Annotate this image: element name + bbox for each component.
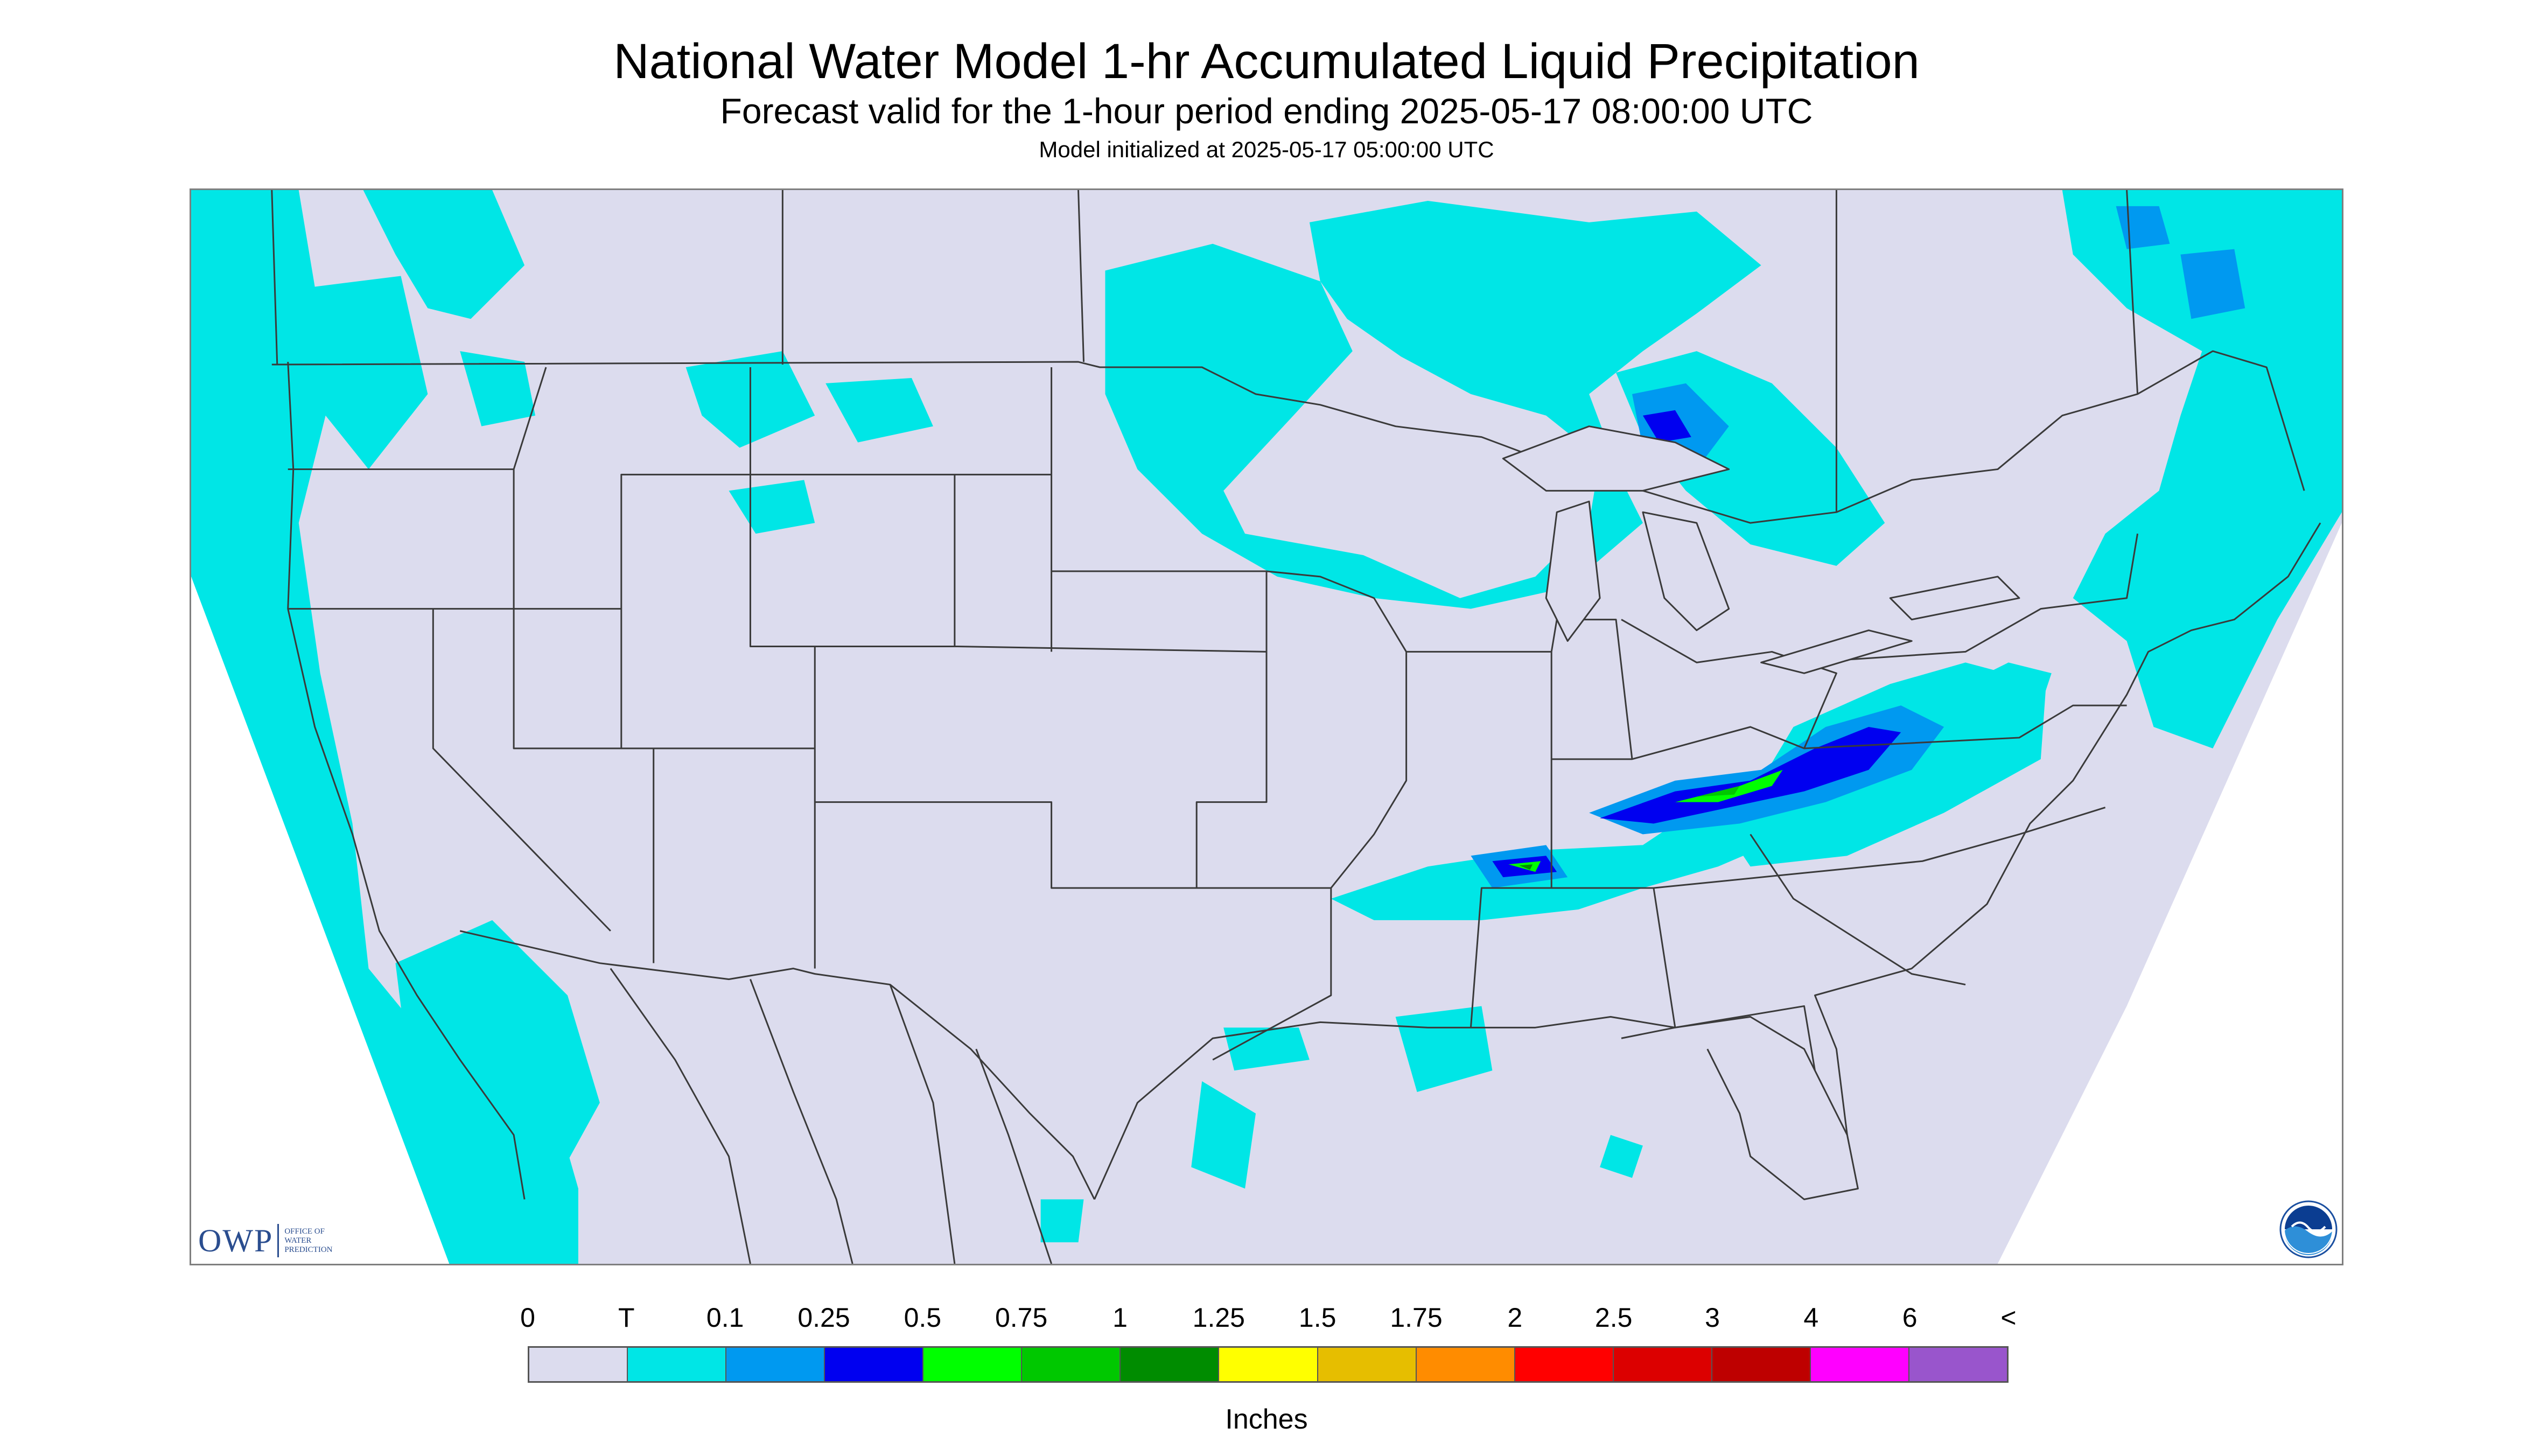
legend-swatch <box>1219 1348 1318 1381</box>
legend-swatch <box>825 1348 924 1381</box>
legend-swatch <box>1022 1348 1121 1381</box>
precip-area-tennessee-core <box>1600 727 1901 824</box>
precip-area-northeast <box>2062 190 2342 748</box>
legend-tick-label: 0.75 <box>995 1303 1048 1333</box>
legend-tick-label: 1.5 <box>1298 1303 1337 1333</box>
precip-area-pacific-nw <box>363 190 525 319</box>
legend-swatch <box>1416 1348 1515 1381</box>
legend-tick-label: 0.1 <box>706 1303 744 1333</box>
legend-swatch <box>1909 1348 2007 1381</box>
legend-tick-label: 6 <box>1902 1303 1918 1333</box>
legend-tick-label: 0.25 <box>797 1303 850 1333</box>
legend-swatch <box>1810 1348 1909 1381</box>
border-mexico-states <box>610 968 1053 1264</box>
precip-area-michigan-core <box>1642 410 1691 443</box>
legend-tick-label: 1.25 <box>1192 1303 1245 1333</box>
legend-swatch <box>628 1348 727 1381</box>
precip-area-heavier-tn <box>1696 786 1740 797</box>
coastline-pacific <box>287 361 526 1200</box>
precip-area-new-england <box>2116 206 2245 319</box>
legend-tick-label: 2 <box>1507 1303 1523 1333</box>
model-init-line: Model initialized at 2025-05-17 05:00:00… <box>1039 137 1494 162</box>
outside-domain-east <box>1997 523 2342 1264</box>
outside-domain-west <box>191 576 450 1264</box>
precip-area-north-central <box>1105 200 1761 609</box>
legend-swatch <box>726 1348 825 1381</box>
precip-area-west-coast <box>191 190 578 1264</box>
legend-swatch <box>529 1348 628 1381</box>
legend-tick-label: 1.75 <box>1390 1303 1443 1333</box>
precip-green-areas <box>1508 769 1783 872</box>
legend-tick-label: 1 <box>1112 1303 1128 1333</box>
political-boundaries <box>271 190 2321 1264</box>
precip-area-ca-south <box>395 920 600 1237</box>
precip-area-heaviest-ms <box>1519 864 1533 870</box>
owp-logo-subtitle: OFFICE OF WATER PREDICTION <box>284 1227 332 1255</box>
legend-colorbar <box>528 1346 2009 1383</box>
legend-units-label: Inches <box>1225 1404 1308 1435</box>
owp-logo-divider <box>277 1224 279 1257</box>
legend-tick-label: < <box>2000 1303 2017 1333</box>
legend-tick-label: T <box>618 1303 635 1333</box>
legend-tick-label: 0.5 <box>904 1303 942 1333</box>
border-canada-provinces <box>271 190 2139 513</box>
border-us-states <box>288 367 2139 1071</box>
legend-swatch <box>1515 1348 1614 1381</box>
legend-swatch <box>1613 1348 1712 1381</box>
border-us-mexico <box>459 930 1095 1200</box>
owp-logo: OWP OFFICE OF WATER PREDICTION <box>198 1223 333 1258</box>
coastline-atlantic <box>1814 522 2321 1135</box>
map-canvas <box>191 190 2342 1264</box>
owp-logo-line-1: OFFICE OF <box>284 1227 325 1236</box>
legend-tick-label: 2.5 <box>1594 1303 1633 1333</box>
owp-logo-line-2: WATER <box>284 1236 312 1245</box>
noaa-logo-icon <box>2279 1200 2338 1258</box>
legend-swatch <box>1121 1348 1220 1381</box>
legend-swatch <box>923 1348 1023 1381</box>
legend-swatch <box>1318 1348 1417 1381</box>
great-lakes-outlines <box>1502 425 2020 674</box>
legend-tick-label: 4 <box>1803 1303 1819 1333</box>
map-title: National Water Model 1-hr Accumulated Li… <box>613 34 1920 89</box>
precip-area-nw-patches <box>460 351 933 534</box>
precipitation-map <box>190 188 2343 1265</box>
legend-swatch <box>1712 1348 1811 1381</box>
owp-logo-line-3: PREDICTION <box>284 1245 333 1254</box>
legend-tick-label: 3 <box>1705 1303 1720 1333</box>
map-subtitle: Forecast valid for the 1-hour period end… <box>720 91 1813 131</box>
legend-tick-label: 0 <box>520 1303 535 1333</box>
coastline-gulf <box>1094 1016 1859 1200</box>
precip-area-heavy-tn <box>1675 769 1783 802</box>
owp-logo-text: OWP <box>198 1222 274 1258</box>
